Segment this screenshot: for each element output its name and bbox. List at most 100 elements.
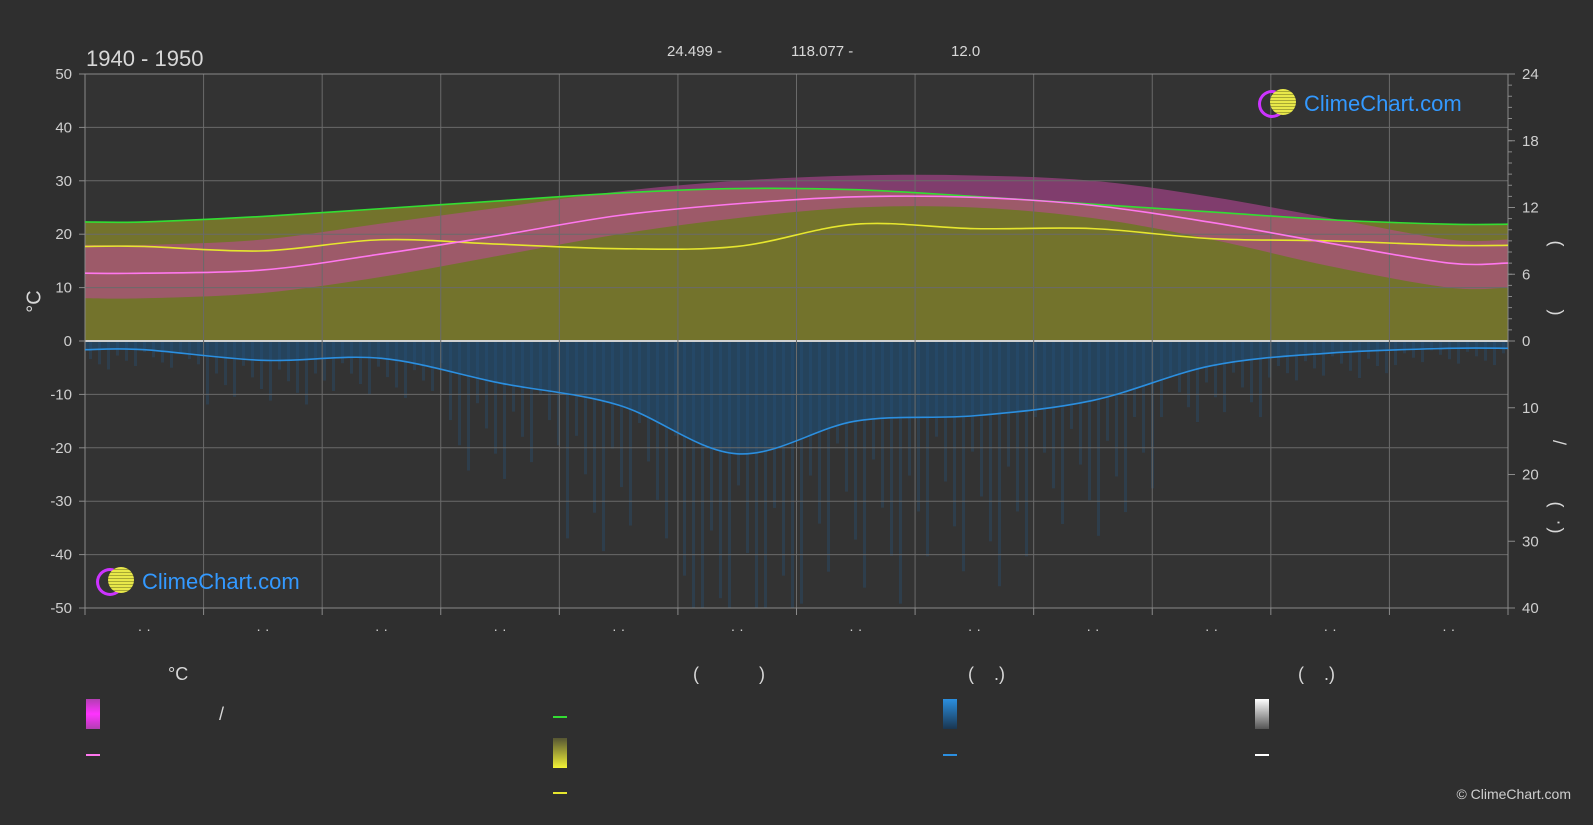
right-axis-glyph-6: ) [1546,527,1567,534]
legend-sunshine-swatch [553,738,567,768]
precipitation-streak [1223,341,1226,413]
left-tick-label: -20 [50,440,72,457]
precipitation-streak [1358,341,1361,379]
precipitation-streak [1061,341,1064,524]
precipitation-streak [1034,341,1037,418]
right-top-tick-label: 0 [1522,333,1530,350]
legend-sun-title: ( ) [693,664,765,684]
precipitation-streak [701,341,704,608]
precipitation-streak [404,341,407,398]
axes: 50 40 30 20 10 0 -10 -20 -30 -40 -50 24 18 12 6 0 10 20 30… [50,66,1538,637]
month-label: · · [968,621,981,637]
latitude-label: 24.499 - [667,43,723,60]
precipitation-streak [278,341,281,370]
precipitation-streak [305,341,308,405]
logo-bottom[interactable]: ClimeChart.com [96,566,326,598]
left-tick-label: 10 [55,280,72,297]
month-label: · · [1324,621,1337,637]
precipitation-streak [692,341,695,608]
precipitation-streak [1196,341,1199,423]
month-label: · · [1442,621,1455,637]
precipitation-streak [359,341,362,385]
right-axis-glyph-5: · [1549,519,1570,526]
precipitation-streak [1385,341,1388,374]
legend-temp-range-swatch [86,699,100,729]
sunshine-line [84,222,1509,252]
precipitation-streak [1178,341,1181,393]
precipitation-streak [197,341,200,365]
copyright-text: © ClimeChart.com [1456,786,1571,802]
precipitation-streak [683,341,686,576]
precipitation-streak [440,341,443,364]
precipitation-streak [791,341,794,608]
precipitation-streak [845,341,848,492]
precipitation-streak [809,341,812,476]
precipitation-streak [1304,341,1307,362]
left-tick-label: -10 [50,386,72,403]
precipitation-streak [494,341,497,454]
precipitation-streak [458,341,461,446]
precipitation-streak [1097,341,1100,536]
precipitation-streak [341,341,344,364]
precipitation-streak [1493,341,1496,366]
precipitation-streak [935,341,938,437]
precipitation-streak [1367,341,1370,359]
longitude-label: 118.077 - [791,43,854,60]
left-tick-label: 40 [55,119,72,136]
series-lines [84,187,1509,455]
right-axis-glyph-1: ( [1546,240,1567,247]
precipitation-streak [854,341,857,540]
precipitation-streak [863,341,866,588]
precipitation-streak [656,341,659,500]
precipitation-streak [179,341,182,354]
precipitation-streak [584,341,587,475]
legend-rain-swatch [943,699,957,729]
precipitation-streak [260,341,263,390]
precipitation-streak [881,341,884,508]
precipitation-streak [1502,341,1505,354]
precipitation-streak [1106,341,1109,441]
precipitation-streak [377,341,380,367]
precipitation-streak [899,341,902,604]
legend-snow-title: ( .) [1298,664,1335,684]
precipitation-streak [998,341,1001,587]
precipitation-streak [872,341,875,460]
precipitation-streak [1088,341,1091,501]
precipitation-streak [1484,341,1487,361]
left-tick-label: 50 [55,66,72,83]
precipitation-streak [764,341,767,608]
precipitation-streak [953,341,956,527]
precipitation-streak [1448,341,1451,360]
precipitation-streak [1169,341,1172,378]
temp_mean-line [84,195,1509,275]
precipitation-streak [395,341,398,388]
precipitation-streak [575,341,578,436]
precipitation-streak [800,341,803,604]
logo-text: ClimeChart.com [1304,91,1462,116]
precipitation-streak [332,341,335,391]
precipitation-streak [1115,341,1118,477]
legend-snow-swatch [1255,699,1269,729]
precipitation-streak [233,341,236,397]
precipitation-streak [1007,341,1010,467]
logo-top[interactable]: ClimeChart.com [1258,88,1488,120]
precipitation-streak [1142,341,1145,453]
month-label: · · [138,621,151,637]
precipitation-streak [836,341,839,444]
precipitation-streak [971,341,974,452]
precipitation-streak [638,341,641,424]
legend-rain-title: ( .) [968,664,1005,684]
month-label: · · [375,621,388,637]
precipitation-streak [1403,341,1406,354]
precip-line [84,347,1509,455]
precipitation-streak [224,341,227,386]
precipitation-streak [1232,341,1235,373]
right-bottom-tick-label: 30 [1522,533,1539,550]
precipitation-streak [1349,341,1352,371]
precipitation-streak [1376,341,1379,366]
precipitation-streak [989,341,992,542]
precipitation-streak [467,341,470,471]
precipitation-streak [908,341,911,476]
precipitation-streak [1043,341,1046,453]
precipitation-streak [206,341,209,405]
